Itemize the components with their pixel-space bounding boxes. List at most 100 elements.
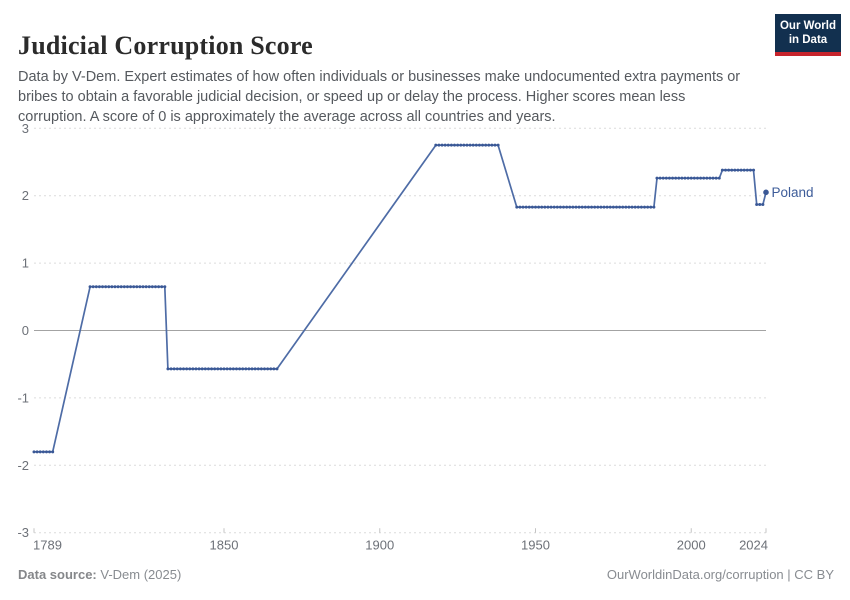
data-point-marker[interactable] (113, 285, 117, 289)
data-point-marker[interactable] (555, 205, 559, 209)
data-point-marker[interactable] (481, 143, 485, 147)
data-point-marker[interactable] (144, 285, 148, 289)
data-point-marker[interactable] (605, 205, 609, 209)
data-point-marker[interactable] (643, 205, 647, 209)
data-point-marker[interactable] (125, 285, 129, 289)
data-point-marker[interactable] (496, 143, 500, 147)
data-point-marker[interactable] (621, 205, 625, 209)
data-point-marker[interactable] (250, 367, 254, 371)
data-point-marker[interactable] (150, 285, 154, 289)
data-point-marker[interactable] (540, 205, 544, 209)
data-point-marker[interactable] (101, 285, 105, 289)
data-point-marker[interactable] (752, 168, 756, 172)
data-point-marker[interactable] (228, 367, 232, 371)
data-point-marker[interactable] (238, 367, 242, 371)
data-point-marker[interactable] (515, 205, 519, 209)
data-point-marker[interactable] (649, 205, 653, 209)
data-point-marker[interactable] (689, 176, 693, 180)
data-point-marker[interactable] (646, 205, 650, 209)
data-point-marker[interactable] (110, 285, 114, 289)
data-point-marker[interactable] (269, 367, 273, 371)
data-point-marker[interactable] (677, 176, 681, 180)
data-point-marker[interactable] (521, 205, 525, 209)
data-point-marker[interactable] (35, 450, 39, 454)
data-point-marker[interactable] (577, 205, 581, 209)
data-point-marker[interactable] (160, 285, 164, 289)
data-point-marker[interactable] (91, 285, 95, 289)
data-point-marker[interactable] (175, 367, 179, 371)
data-point-marker[interactable] (197, 367, 201, 371)
data-point-marker[interactable] (533, 205, 537, 209)
data-point-marker[interactable] (711, 176, 715, 180)
data-point-marker[interactable] (493, 143, 497, 147)
data-point-marker[interactable] (720, 168, 724, 172)
data-point-marker[interactable] (558, 205, 562, 209)
data-point-marker[interactable] (443, 143, 447, 147)
data-point-marker[interactable] (639, 205, 643, 209)
data-point-marker[interactable] (272, 367, 276, 371)
data-point-marker[interactable] (586, 205, 590, 209)
data-point-marker[interactable] (748, 168, 752, 172)
data-point-marker[interactable] (630, 205, 634, 209)
data-point-marker[interactable] (695, 176, 699, 180)
data-point-marker[interactable] (633, 205, 637, 209)
data-point-marker[interactable] (169, 367, 173, 371)
data-point-marker[interactable] (543, 205, 547, 209)
data-point-marker[interactable] (88, 285, 92, 289)
data-point-marker[interactable] (256, 367, 260, 371)
data-point-marker[interactable] (758, 202, 762, 206)
data-point-marker[interactable] (745, 168, 749, 172)
data-point-marker[interactable] (157, 285, 161, 289)
data-point-marker[interactable] (518, 205, 522, 209)
data-point-marker[interactable] (132, 285, 136, 289)
data-point-marker[interactable] (674, 176, 678, 180)
data-point-marker[interactable] (593, 205, 597, 209)
entity-label[interactable]: Poland (772, 185, 814, 200)
data-point-marker[interactable] (537, 205, 541, 209)
data-point-marker[interactable] (182, 367, 186, 371)
data-point-marker[interactable] (624, 205, 628, 209)
data-point-marker[interactable] (565, 205, 569, 209)
data-point-marker[interactable] (178, 367, 182, 371)
data-point-marker[interactable] (611, 205, 615, 209)
data-point-marker[interactable] (141, 285, 145, 289)
data-point-marker[interactable] (618, 205, 622, 209)
data-point-marker[interactable] (730, 168, 734, 172)
data-point-marker[interactable] (225, 367, 229, 371)
data-point-marker[interactable] (705, 176, 709, 180)
data-point-marker[interactable] (667, 176, 671, 180)
data-point-marker[interactable] (153, 285, 157, 289)
data-point-marker[interactable] (203, 367, 207, 371)
data-point-marker[interactable] (465, 143, 469, 147)
data-point-marker[interactable] (714, 176, 718, 180)
data-point-marker[interactable] (580, 205, 584, 209)
data-point-marker[interactable] (490, 143, 494, 147)
data-point-marker[interactable] (138, 285, 142, 289)
data-point-marker[interactable] (449, 143, 453, 147)
data-point-marker[interactable] (583, 205, 587, 209)
data-point-marker[interactable] (244, 367, 248, 371)
data-point-marker[interactable] (434, 143, 438, 147)
data-point-marker[interactable] (671, 176, 675, 180)
data-point-marker[interactable] (602, 205, 606, 209)
data-point-marker[interactable] (129, 285, 133, 289)
data-point-marker[interactable] (655, 176, 659, 180)
data-point-marker[interactable] (686, 176, 690, 180)
data-point-marker[interactable] (216, 367, 220, 371)
data-point-marker[interactable] (247, 367, 251, 371)
data-point-marker[interactable] (440, 143, 444, 147)
data-point-marker[interactable] (636, 205, 640, 209)
series-markers-group[interactable] (32, 143, 768, 454)
data-point-marker[interactable] (661, 176, 665, 180)
data-point-marker[interactable] (708, 176, 712, 180)
data-point-marker[interactable] (736, 168, 740, 172)
data-point-marker[interactable] (724, 168, 728, 172)
data-point-marker[interactable] (188, 367, 192, 371)
data-point-marker[interactable] (210, 367, 214, 371)
data-point-marker[interactable] (147, 285, 151, 289)
data-point-marker[interactable] (468, 143, 472, 147)
data-point-marker[interactable] (652, 205, 656, 209)
data-point-marker[interactable] (213, 367, 217, 371)
data-point-marker[interactable] (717, 176, 721, 180)
data-point-marker[interactable] (524, 205, 528, 209)
